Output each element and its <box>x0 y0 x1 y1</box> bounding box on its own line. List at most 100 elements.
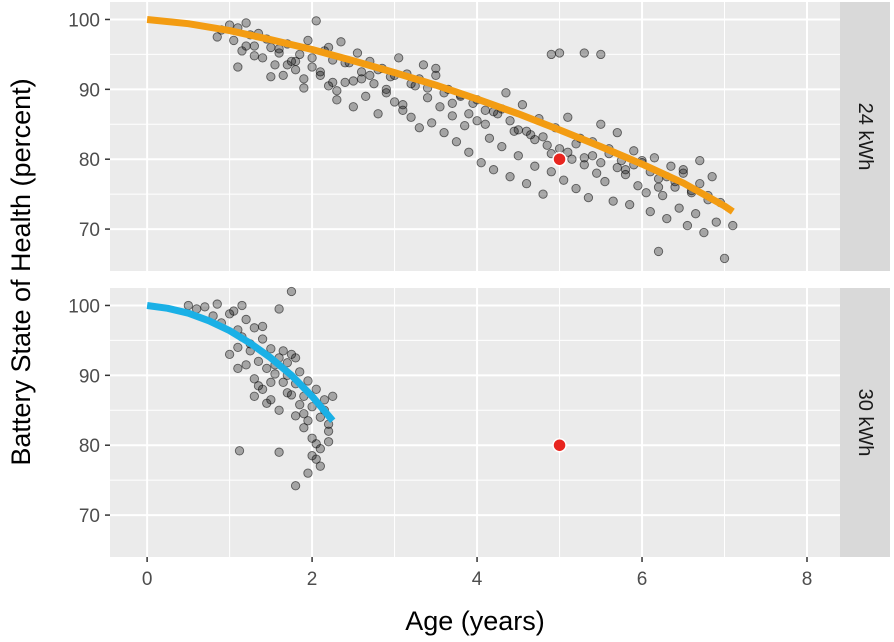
data-point <box>340 77 350 88</box>
data-point <box>678 165 688 175</box>
data-point <box>587 151 598 161</box>
y-tick-label: 80 <box>79 436 100 457</box>
highlight-point <box>552 437 567 453</box>
y-tick-label: 80 <box>79 150 100 171</box>
facet-strip <box>840 288 890 557</box>
data-point <box>328 391 338 401</box>
data-point <box>546 167 556 177</box>
data-point <box>323 426 334 436</box>
data-point <box>554 144 565 154</box>
data-point <box>348 102 358 112</box>
data-point <box>200 302 210 312</box>
facet-panel-0: 70 80 90 100 24 kWh <box>68 2 890 271</box>
data-point <box>719 253 730 264</box>
data-point <box>608 196 618 206</box>
data-point <box>356 74 367 84</box>
data-point <box>625 199 635 210</box>
data-point <box>295 49 305 60</box>
data-point <box>212 299 222 309</box>
data-point <box>286 390 297 400</box>
data-point <box>682 220 693 231</box>
panels-layer: 70 80 90 100 24 kWh 70 80 90 100 30 kWh <box>68 2 890 557</box>
highlight-point <box>552 151 567 167</box>
data-point <box>563 147 573 157</box>
data-point <box>612 128 622 138</box>
data-point <box>641 188 651 198</box>
data-point <box>546 49 556 60</box>
x-axis-title: Age (years) <box>405 606 545 636</box>
data-point <box>439 128 449 138</box>
data-point <box>612 162 622 173</box>
data-point <box>480 105 490 115</box>
y-tick-label: 100 <box>68 10 100 31</box>
data-point <box>505 172 515 182</box>
facet-strip <box>840 2 890 271</box>
data-point <box>427 118 437 128</box>
data-point <box>695 179 705 189</box>
data-point <box>303 416 313 426</box>
data-point <box>234 446 245 456</box>
data-point <box>266 72 276 82</box>
data-point <box>460 121 470 131</box>
data-point <box>307 53 317 63</box>
data-point <box>517 100 528 110</box>
data-point <box>620 165 631 175</box>
data-point <box>620 169 631 180</box>
data-point <box>600 176 610 187</box>
data-point <box>270 60 280 70</box>
data-point <box>299 423 309 433</box>
data-point <box>728 220 738 231</box>
data-point <box>274 48 284 58</box>
data-point <box>233 342 243 353</box>
data-point <box>311 16 321 26</box>
data-point <box>596 158 606 168</box>
data-point <box>282 60 292 70</box>
data-point <box>183 300 194 311</box>
data-point <box>249 391 260 401</box>
data-point <box>579 153 589 163</box>
x-axis: 0 2 4 6 8 <box>142 557 812 590</box>
data-point <box>406 112 416 122</box>
data-point <box>418 60 429 70</box>
data-point <box>299 83 309 93</box>
data-point <box>662 213 672 224</box>
data-point <box>559 175 569 185</box>
data-point <box>233 62 243 72</box>
data-point <box>257 321 268 332</box>
data-point <box>311 454 321 464</box>
data-point <box>290 56 301 67</box>
data-point <box>365 70 375 81</box>
data-point <box>447 98 457 108</box>
data-point <box>241 360 251 370</box>
data-point <box>274 405 284 415</box>
x-tick-label: 8 <box>802 569 813 590</box>
data-point <box>505 116 515 126</box>
data-point <box>579 160 589 170</box>
data-point <box>472 116 482 126</box>
data-point <box>241 41 251 51</box>
data-point <box>476 158 486 168</box>
y-tick-label: 90 <box>79 366 100 387</box>
data-point <box>583 192 594 203</box>
data-point <box>249 323 260 333</box>
data-point <box>653 246 664 257</box>
data-point <box>501 88 511 98</box>
data-point <box>311 439 321 449</box>
data-point <box>237 300 247 311</box>
data-point <box>249 41 260 51</box>
data-point <box>451 137 462 147</box>
data-point <box>332 86 342 96</box>
data-point <box>592 168 602 178</box>
data-point <box>229 306 239 316</box>
data-point <box>447 111 457 121</box>
data-point <box>629 146 639 156</box>
data-point <box>666 161 676 171</box>
data-point <box>398 100 408 110</box>
data-point <box>521 126 532 136</box>
data-point <box>653 182 664 192</box>
data-point <box>315 70 325 81</box>
fit-curve <box>146 16 735 215</box>
data-point <box>315 67 325 77</box>
data-point <box>290 411 301 421</box>
data-point <box>352 48 363 58</box>
